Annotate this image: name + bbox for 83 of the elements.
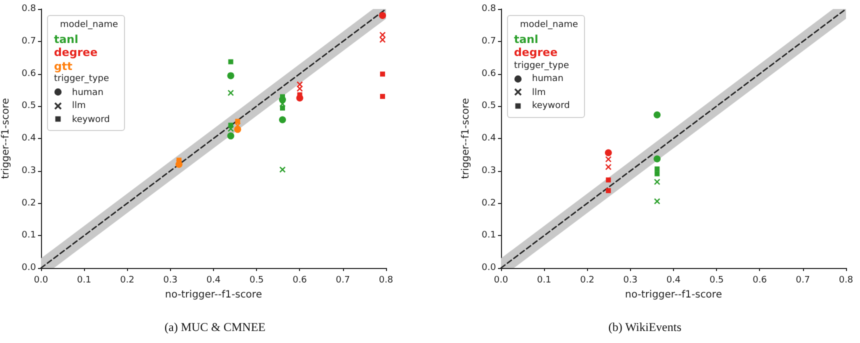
point (654, 198, 660, 204)
point (228, 122, 234, 128)
annotation: llm (71, 100, 87, 113)
text: gtt (54, 60, 74, 73)
y-tick-label: 0.5 (22, 101, 36, 112)
x-tick-label: 0.8 (838, 276, 854, 286)
y-tick-label: 0.4 (482, 134, 496, 144)
x-tick-label: 0.1 (76, 276, 92, 286)
point (227, 72, 234, 80)
x-tick-label: 0.2 (120, 276, 134, 286)
annotation: keyword (71, 114, 111, 126)
point (605, 164, 612, 170)
x-tick-label: 0.5 (709, 276, 724, 286)
point (654, 178, 660, 185)
point (605, 156, 612, 162)
annotation: llm (531, 86, 547, 100)
point (380, 72, 386, 77)
legend-title: model_name (59, 19, 118, 32)
point (606, 188, 611, 194)
y-tick-label: 0.0 (482, 263, 496, 273)
x-axis-title: no-trigger--f1-score (165, 289, 262, 300)
x-tick-label: 0.2 (580, 276, 594, 286)
text: (a) MUC & CMNEE (164, 320, 266, 334)
y-tick-label: 0.2 (22, 198, 36, 208)
text: (b) WikiEvents (608, 320, 682, 334)
y-tick-label: 0.1 (22, 230, 36, 241)
text: degree (54, 46, 99, 60)
x-tick-label: 0.7 (796, 276, 810, 286)
annotation: trigger_type (514, 60, 570, 72)
x-tick-label: 0.5 (249, 276, 264, 286)
legend-title: model_name (519, 19, 578, 32)
point (380, 32, 386, 38)
y-tick-label: 0.5 (482, 101, 496, 112)
point (654, 166, 660, 172)
x-tick-label: 0.1 (536, 276, 552, 286)
annotation: trigger_type (54, 73, 110, 86)
x-axis-title: no-trigger--f1-score (625, 289, 722, 300)
y-tick-label: 0.3 (22, 166, 36, 176)
point (280, 166, 286, 173)
y-tick-label: 0.7 (482, 36, 496, 46)
point (654, 171, 660, 176)
point (380, 94, 386, 99)
y-tick-label: 0.4 (22, 134, 36, 144)
x-tick-label: 0.3 (623, 276, 638, 286)
point (279, 116, 286, 124)
x-tick-label: 0.6 (752, 276, 768, 286)
point (280, 106, 285, 111)
x-tick-label: 0.0 (494, 276, 508, 286)
point (379, 12, 386, 19)
text: tanl (54, 32, 80, 46)
y-tick-label: 0.1 (482, 230, 496, 241)
point (380, 36, 386, 43)
y-tick-label: 0.6 (22, 68, 36, 79)
y-tick-label: 0.3 (482, 166, 496, 176)
x-tick-label: 0.7 (336, 276, 350, 286)
annotation: human (531, 73, 564, 86)
y-axis-title: trigger--f1-score (0, 98, 12, 179)
annotation: human (71, 86, 104, 100)
y-tick-label: 0.7 (22, 36, 36, 46)
point (654, 155, 661, 162)
x-tick-label: 0.8 (378, 276, 394, 286)
text: degree (514, 46, 559, 60)
y-tick-label: 0.0 (22, 263, 36, 273)
point (654, 111, 661, 118)
x-tick-label: 0.6 (292, 276, 308, 286)
x-tick-label: 0.4 (666, 276, 681, 286)
y-tick-label: 0.8 (22, 4, 36, 14)
y-axis-title: trigger--f1-score (460, 98, 472, 179)
x-tick-label: 0.3 (163, 276, 178, 286)
point (604, 149, 612, 156)
y-tick-label: 0.2 (482, 198, 496, 208)
text: tanl (514, 32, 540, 46)
y-tick-label: 0.8 (482, 4, 496, 14)
x-tick-label: 0.0 (34, 276, 48, 286)
point (235, 118, 240, 124)
point (606, 177, 611, 182)
point (296, 86, 303, 92)
x-tick-label: 0.4 (206, 276, 221, 286)
point (228, 59, 234, 64)
point (227, 132, 234, 140)
annotation: keyword (531, 100, 571, 113)
y-tick-label: 0.6 (482, 68, 496, 79)
point (228, 90, 234, 96)
